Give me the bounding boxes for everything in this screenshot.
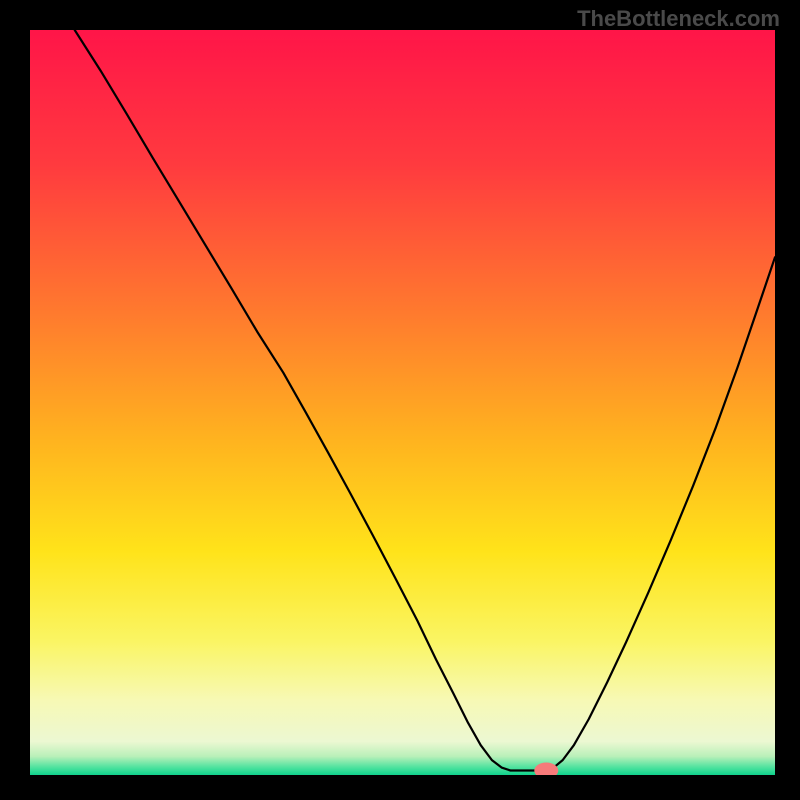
gradient-rect — [30, 30, 775, 775]
chart-plot-area — [30, 30, 775, 775]
chart-svg — [30, 30, 775, 775]
watermark-text: TheBottleneck.com — [577, 6, 780, 32]
